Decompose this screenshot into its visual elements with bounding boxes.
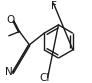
Text: Cl: Cl xyxy=(40,73,50,83)
Text: O: O xyxy=(7,15,15,25)
Text: F: F xyxy=(51,1,57,11)
Text: N: N xyxy=(5,67,13,77)
